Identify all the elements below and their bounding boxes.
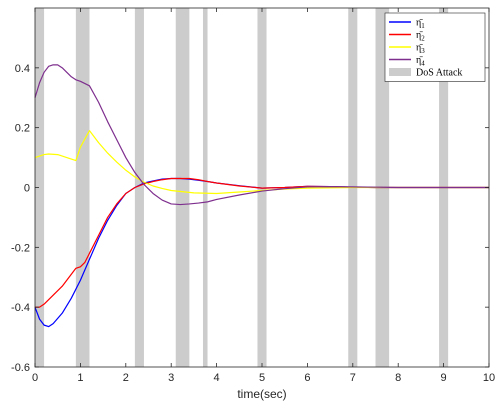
y-axis: -0.6 -0.4 -0.2 0 0.2 0.4 bbox=[11, 63, 489, 374]
y-tick-label: -0.6 bbox=[11, 362, 30, 374]
dos-attack-band bbox=[35, 8, 45, 367]
x-tick-label: 4 bbox=[214, 372, 220, 384]
dos-attack-band bbox=[175, 8, 190, 367]
legend-label: η̄2 bbox=[416, 30, 425, 43]
dos-attack-band bbox=[202, 8, 208, 367]
x-tick-label: 9 bbox=[441, 372, 447, 384]
y-tick-label: 0.2 bbox=[15, 123, 30, 135]
x-axis: 0 1 2 3 4 5 6 7 8 9 10 bbox=[32, 8, 495, 384]
dos-attack-band bbox=[134, 8, 144, 367]
y-tick-label: -0.2 bbox=[11, 242, 30, 254]
series-lines bbox=[34, 64, 489, 328]
legend-label: η̄4 bbox=[416, 55, 425, 68]
legend-label: η̄3 bbox=[416, 43, 425, 56]
series-line-3 bbox=[34, 130, 489, 195]
x-tick-label: 7 bbox=[350, 372, 356, 384]
dos-attack-band bbox=[75, 8, 90, 367]
legend-swatch-attack bbox=[389, 68, 411, 76]
y-tick-label: 0 bbox=[24, 183, 30, 195]
x-tick-label: 3 bbox=[168, 372, 174, 384]
x-tick-label: 8 bbox=[395, 372, 401, 384]
x-tick-label: 2 bbox=[123, 372, 129, 384]
legend-label-attack: DoS Attack bbox=[416, 68, 462, 79]
x-tick-label: 5 bbox=[259, 372, 265, 384]
x-tick-label: 1 bbox=[77, 372, 83, 384]
series-line-4 bbox=[34, 64, 489, 206]
y-tick-label: 0.4 bbox=[15, 63, 30, 75]
x-tick-label: 10 bbox=[483, 372, 495, 384]
x-tick-label: 6 bbox=[304, 372, 310, 384]
x-axis-label: time(sec) bbox=[237, 387, 286, 401]
x-tick-label: 0 bbox=[32, 372, 38, 384]
y-tick-label: -0.4 bbox=[11, 302, 30, 314]
legend-label: η̄1 bbox=[416, 18, 425, 31]
